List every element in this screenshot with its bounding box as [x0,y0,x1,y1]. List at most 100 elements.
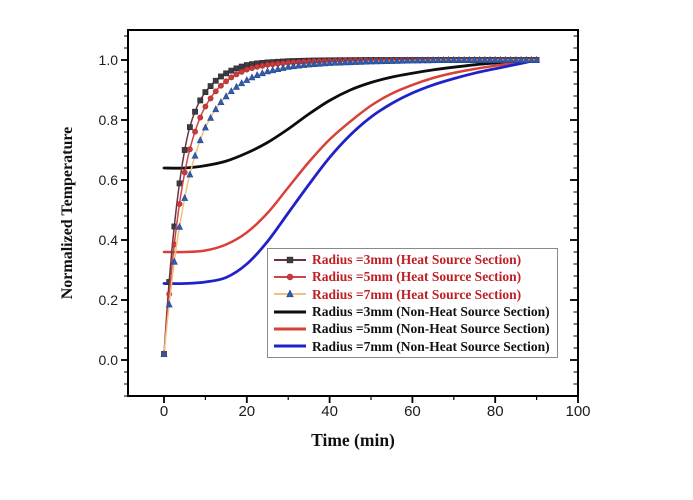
square-marker [223,70,230,77]
circle-marker [212,88,219,95]
triangle-marker [476,55,484,63]
square-marker [192,108,198,115]
circle-marker [269,61,276,68]
triangle-marker [429,56,437,64]
triangle-marker [217,98,225,106]
series-markers-7mm-heat [160,55,541,357]
square-marker [202,89,209,95]
square-marker [186,124,193,131]
triangle-marker [238,79,246,87]
triangle-marker [232,82,240,90]
legend-label: Radius =7mm (Non-Heat Source Section) [312,338,550,354]
triangle-marker [388,56,396,64]
square-marker [233,65,240,72]
triangle-marker [460,55,468,63]
circle-marker [259,62,266,69]
triangle-marker [450,55,458,63]
triangle-marker [367,57,375,65]
triangle-marker [222,92,230,100]
triangle-marker [331,58,339,66]
square-marker [238,63,245,70]
y-tick-label: 0.0 [99,352,119,368]
triangle-marker [181,193,189,201]
triangle-marker [274,64,282,72]
legend-label: Radius =5mm (Heat Source Section) [312,269,522,285]
plot-frame [127,29,579,397]
y-tick-label: 0.8 [99,112,119,128]
legend-sample-line [274,344,306,348]
triangle-marker [269,66,277,74]
triangle-marker [279,63,287,71]
legend-item: Radius =3mm (Heat Source Section) [273,251,550,268]
triangle-marker [227,87,235,95]
circle-marker [192,128,198,135]
circle-marker [202,103,209,110]
triangle-marker [419,56,427,64]
legend-item: Radius =7mm (Heat Source Section) [273,286,550,303]
legend-sample-line [274,327,306,331]
triangle-marker [445,55,453,63]
legend-label: Radius =5mm (Non-Heat Source Section) [312,321,550,337]
triangle-marker [341,58,349,66]
triangle-marker [414,56,422,64]
legend-label: Radius =7mm (Heat Source Section) [312,286,522,302]
triangle-marker [357,57,365,65]
circle-marker [286,273,294,281]
triangle-marker [486,55,494,63]
square-marker [218,73,224,80]
axis-tick-labels: 0 20 40 60 80 100 0.0 0.2 0.4 0.6 0.8 1.0 [99,52,591,420]
y-tick-label: 0.2 [99,292,119,308]
triangle-marker [207,113,215,121]
triangle-marker [377,57,385,65]
triangle-marker [439,55,447,63]
circle-marker [176,201,183,207]
circle-marker [254,63,261,70]
triangle-marker [258,69,266,77]
triangle-marker [424,56,432,64]
legend-label: Radius =3mm (Heat Source Section) [312,251,522,267]
triangle-marker [160,349,168,357]
triangle-marker [481,55,489,63]
triangle-marker [320,59,328,67]
square-marker [197,97,204,104]
triangle-marker [434,56,442,64]
triangle-marker [248,73,256,81]
axis-ticks [121,35,579,403]
triangle-marker [383,57,391,64]
triangle-marker [243,75,251,83]
triangle-marker [286,289,294,298]
triangle-marker [517,55,525,63]
series-line-3mm-nonheat [162,58,538,170]
triangle-marker [176,222,184,230]
square-marker [212,77,219,84]
triangle-marker [362,57,370,65]
y-tick-label: 0.6 [99,172,119,188]
legend-sample-circle-line [274,273,306,281]
triangle-marker [393,56,401,64]
circle-marker [238,68,245,75]
square-marker [176,180,183,187]
triangle-marker [496,55,504,63]
triangle-marker [527,55,535,63]
circle-marker [233,71,240,78]
circle-marker [197,114,204,121]
triangle-marker [289,62,297,70]
square-marker [228,67,235,74]
triangle-marker [264,67,271,75]
circle-marker [218,82,224,89]
triangle-marker [326,58,334,66]
triangle-marker [170,257,178,265]
x-tick-label: 0 [160,403,168,420]
triangle-marker [351,57,359,65]
circle-marker [223,78,230,85]
x-tick-label: 60 [404,403,421,420]
circle-marker [207,95,214,102]
square-marker [181,147,188,153]
circle-marker [186,146,193,153]
triangle-marker [201,123,209,131]
curves-layer [160,55,541,357]
square-marker [207,83,214,89]
triangle-marker [403,56,411,64]
triangle-marker [310,59,318,67]
